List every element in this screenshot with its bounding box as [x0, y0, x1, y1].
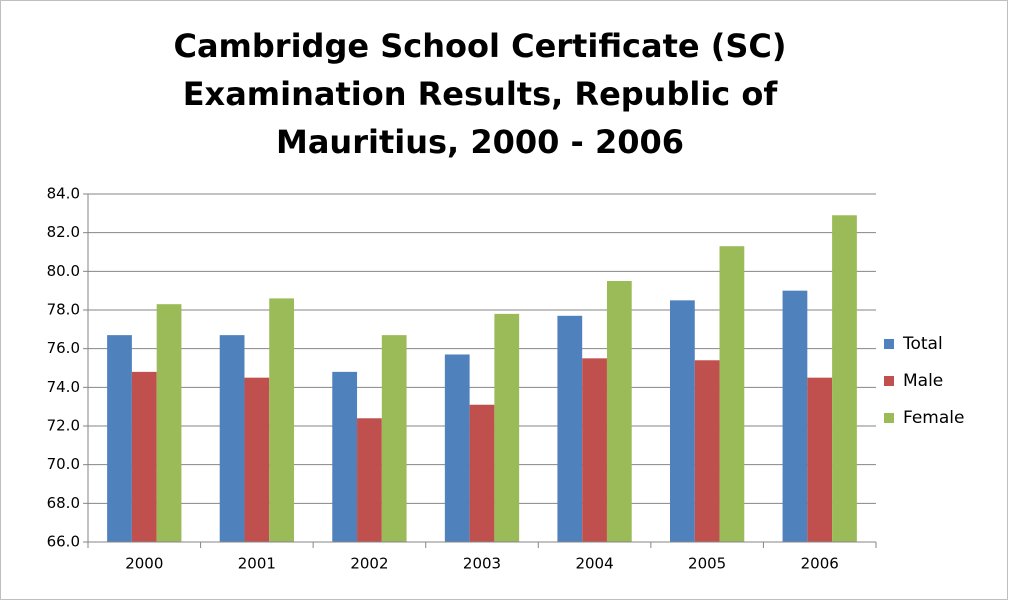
x-tick-label: 2004 [575, 555, 613, 573]
bar [694, 360, 720, 542]
bar [332, 371, 358, 542]
bar [669, 300, 695, 542]
legend-swatch [884, 376, 894, 386]
x-tick-label: 2002 [350, 555, 388, 573]
bar [244, 377, 270, 542]
y-tick-label: 68.0 [47, 494, 80, 512]
bar [494, 313, 520, 542]
bar [381, 335, 407, 542]
bar [107, 335, 132, 542]
y-tick-label: 74.0 [47, 378, 80, 396]
y-tick-label: 72.0 [47, 417, 80, 435]
x-tick-label: 2001 [238, 555, 276, 573]
bar [219, 335, 245, 542]
y-tick-label: 80.0 [47, 262, 80, 280]
y-tick-label: 70.0 [47, 455, 80, 473]
bar [719, 246, 745, 542]
chart-title: Examination Results, Republic of [183, 75, 779, 113]
bar [131, 371, 157, 542]
bar [469, 404, 495, 542]
x-tick-label: 2003 [463, 555, 501, 573]
legend-label: Total [902, 334, 943, 354]
legend-label: Female [903, 408, 964, 428]
legend-swatch [884, 339, 894, 349]
bar [606, 281, 632, 542]
bar [156, 304, 182, 542]
bar [269, 298, 295, 542]
chart-title: Cambridge School Certificate (SC) [173, 27, 786, 65]
x-tick-label: 2005 [688, 555, 726, 573]
chart-title: Mauritius, 2000 - 2006 [276, 123, 684, 161]
y-tick-label: 84.0 [47, 185, 80, 203]
bar [582, 358, 607, 542]
bar [807, 377, 833, 542]
x-tick-label: 2006 [801, 555, 839, 573]
bar [557, 315, 583, 542]
y-tick-label: 82.0 [47, 223, 80, 241]
bar [782, 290, 808, 542]
y-tick-label: 76.0 [47, 339, 80, 357]
bar [357, 418, 382, 542]
bar [832, 215, 857, 542]
legend-swatch [884, 413, 894, 423]
y-tick-label: 66.0 [47, 533, 80, 551]
x-tick-label: 2000 [125, 555, 163, 573]
y-tick-label: 78.0 [47, 301, 80, 319]
bar [444, 354, 470, 542]
legend-label: Male [903, 371, 943, 391]
